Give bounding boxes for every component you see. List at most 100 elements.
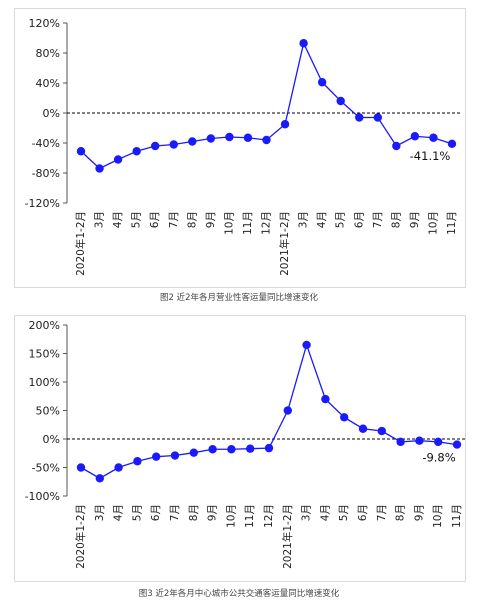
c1-data-point [243, 133, 253, 142]
c2-x-tick-label: 2021年1-2月 [281, 504, 294, 569]
c1-x-tick-label: 11月 [446, 211, 458, 235]
c2-data-point [302, 340, 311, 350]
c2-x-tick-label: 6月 [150, 504, 162, 521]
chart-panel-public-transit: 200% 150% 100% 50% 0% -50% -100% 2020年1-2月 3月 4月 5… [14, 315, 466, 582]
c1-y-tick-label: -120% [25, 197, 60, 210]
c2-data-point [358, 424, 368, 433]
c2-data-point [208, 445, 217, 454]
c1-data-point [113, 155, 123, 164]
c1-x-tick-label: 6月 [149, 211, 161, 228]
c1-data-point [188, 137, 197, 146]
c2-data-point [227, 445, 236, 454]
c2-data-point [283, 406, 292, 415]
c2-data-point [396, 437, 405, 447]
c1-x-tick-label: 4月 [316, 211, 328, 228]
c1-x-tick-label: 11月 [242, 211, 254, 235]
c2-x-tick-label: 11月 [451, 504, 463, 528]
c1-y-tick-label: 80% [36, 47, 60, 60]
c2-data-point [452, 440, 462, 449]
c2-data-point [189, 448, 198, 457]
c2-data-point [264, 443, 274, 453]
c1-data-point [262, 135, 271, 145]
c2-data-point [434, 437, 443, 447]
c1-x-tick-label: 5月 [131, 211, 143, 228]
c2-x-tick-label: 7月 [169, 504, 181, 521]
c1-data-point [299, 39, 308, 48]
c1-y-tick-label: 120% [29, 17, 60, 30]
c1-x-tick-label: 7月 [372, 211, 384, 228]
c2-data-point [95, 474, 105, 483]
c1-data-point [317, 78, 327, 87]
c2-x-tick-label: 12月 [263, 504, 275, 528]
c1-x-tick-label: 9月 [409, 211, 421, 228]
c2-x-tick-label: 8月 [395, 504, 407, 521]
c2-x-tick-label: 9月 [413, 504, 425, 521]
c2-x-tick-label: 4月 [113, 504, 125, 521]
c2-y-tick-label: 150% [29, 348, 60, 361]
c1-data-point [76, 147, 86, 156]
c1-x-tick-label: 4月 [112, 211, 124, 228]
c2-data-point [76, 463, 86, 472]
c2-x-tick-label: 11月 [244, 504, 256, 528]
c1-x-tick-label: 10月 [223, 211, 235, 235]
c1-data-point [151, 141, 160, 151]
c2-x-tick-label: 7月 [376, 504, 388, 521]
c2-x-tick-label: 10月 [432, 504, 444, 528]
c1-y-tick-label: 0% [43, 107, 60, 120]
c1-x-tick-label: 8月 [390, 211, 402, 228]
c1-x-tick-label: 12月 [261, 211, 273, 235]
c1-y-tick-label: -40% [32, 137, 60, 150]
line-chart-public-transit: 200% 150% 100% 50% 0% -50% -100% 2020年1-2月 3月 4月 5… [25, 319, 465, 569]
c2-x-tick-label: 10月 [225, 504, 237, 528]
c1-x-tick-label: 8月 [186, 211, 198, 228]
c1-data-point [280, 120, 290, 129]
line-chart-passenger-volume: 120% 80% 40% 0% -40% -80% -120% 2020年1-2月 3月 4月 5月… [25, 17, 460, 276]
c1-x-tick-label: 7月 [168, 211, 180, 228]
c2-x-tick-label: 6月 [357, 504, 369, 521]
c2-x-tick-label: 8月 [188, 504, 200, 521]
c1-data-point [410, 132, 420, 141]
chart-caption-2: 图3 近2年各月中心城市公共交通客运量同比增速变化 [138, 589, 340, 599]
chart-caption-1: 图2 近2年各月营业性客运量同比增速变化 [159, 293, 319, 303]
c2-data-point [114, 463, 123, 472]
c1-data-point [336, 96, 345, 106]
c1-x-tick-label: 2020年1-2月 [74, 211, 87, 276]
c1-data-point [132, 147, 141, 156]
c1-x-tick-label: 10月 [427, 211, 439, 235]
c1-data-point [206, 134, 216, 143]
c2-y-tick-label: 200% [29, 319, 60, 332]
c2-data-point [133, 457, 142, 466]
c2-x-tick-label: 3月 [94, 504, 106, 521]
c2-x-tick-label: 3月 [301, 504, 313, 521]
c2-x-tick-label: 4月 [319, 504, 331, 521]
c1-data-point [95, 164, 104, 173]
c1-data-point [355, 113, 364, 122]
c2-y-tick-label: 100% [29, 376, 60, 389]
c1-data-point [429, 133, 438, 142]
c1-x-tick-label: 5月 [335, 211, 347, 228]
c2-x-tick-label: 9月 [207, 504, 219, 521]
c2-x-tick-label: 5月 [338, 504, 350, 521]
c1-x-tick-label: 3月 [298, 211, 310, 228]
c1-y-tick-label: -80% [32, 167, 60, 180]
c1-data-point [373, 113, 382, 122]
c2-x-tick-label: 2020年1-2月 [74, 504, 87, 569]
c1-data-point [447, 139, 457, 149]
c2-x-tick-label: 5月 [131, 504, 143, 521]
c2-data-point [170, 451, 180, 460]
c2-data-point [340, 413, 349, 422]
c1-x-tick-label: 3月 [94, 211, 106, 228]
c1-x-tick-label: 9月 [205, 211, 217, 228]
c2-data-point [321, 394, 330, 404]
c2-y-tick-label: 0% [43, 433, 60, 446]
c1-x-tick-label: 6月 [353, 211, 365, 228]
c1-data-point [225, 132, 234, 142]
c2-y-tick-label: 50% [36, 405, 60, 418]
c1-data-point [169, 140, 178, 149]
c2-data-point [246, 444, 255, 453]
c2-data-point [152, 452, 161, 461]
chart-panel-passenger-volume: 120% 80% 40% 0% -40% -80% -120% 2020年1-2月 3月 4月 5月… [14, 8, 466, 288]
c1-y-tick-label: 40% [36, 77, 60, 90]
c1-data-point [392, 141, 401, 151]
c2-data-point [415, 436, 424, 445]
